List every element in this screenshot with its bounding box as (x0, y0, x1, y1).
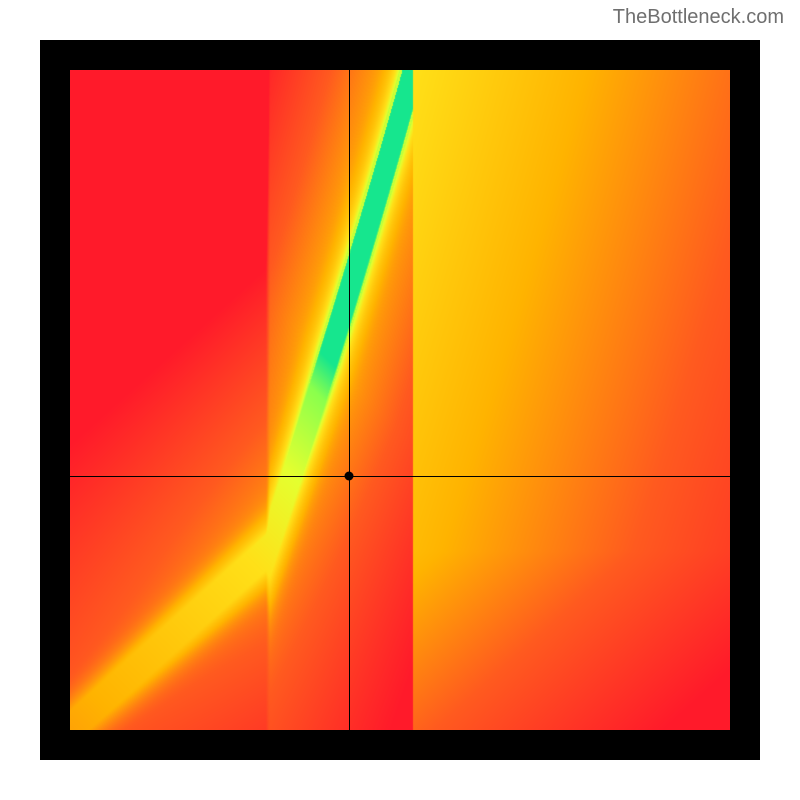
crosshair-marker-dot (344, 471, 353, 480)
crosshair-vertical-line (349, 70, 350, 730)
heatmap-canvas (70, 70, 730, 730)
heatmap-plot-area (70, 70, 730, 730)
crosshair-horizontal-line (70, 476, 730, 477)
watermark-text: TheBottleneck.com (613, 6, 784, 29)
chart-outer-frame (40, 40, 760, 760)
